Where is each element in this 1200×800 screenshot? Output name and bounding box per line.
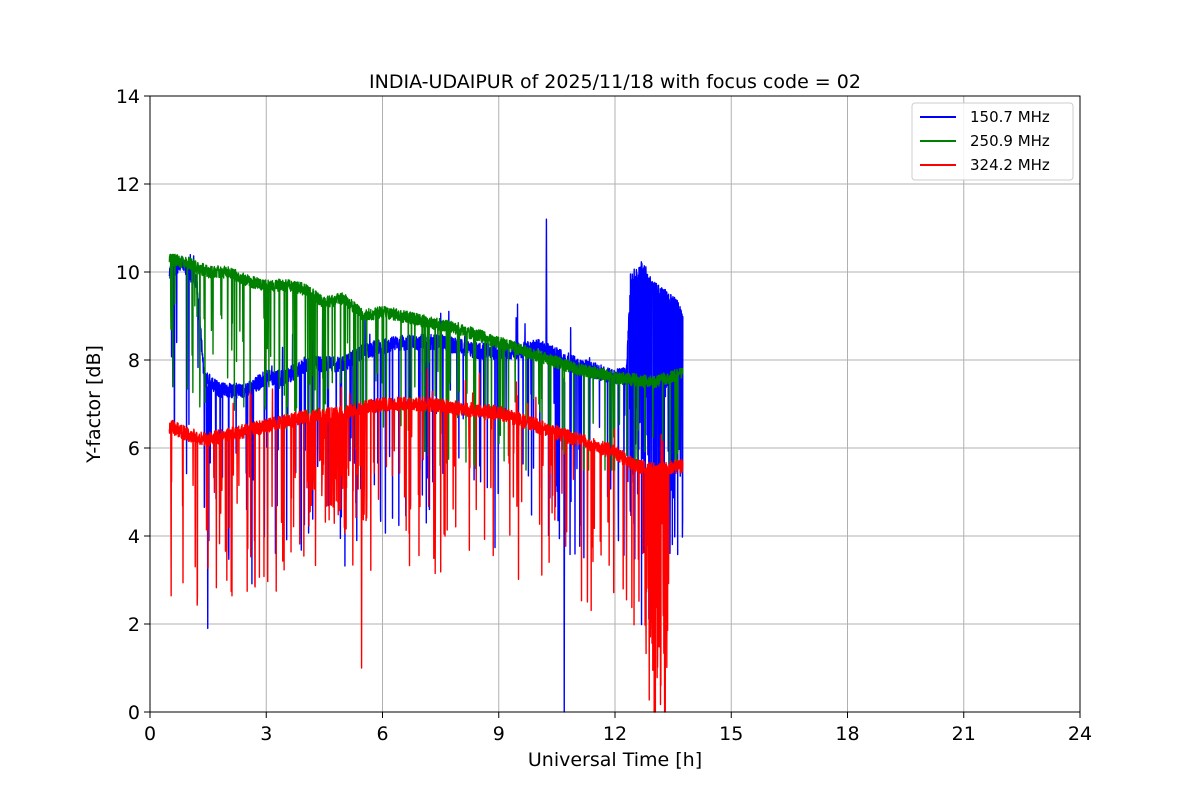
x-tick-label-5: 15 xyxy=(719,723,743,745)
legend: 150.7 MHz 250.9 MHz 324.2 MHz xyxy=(911,102,1074,181)
x-tick-label-2: 6 xyxy=(376,723,388,745)
y-tick-label-1: 2 xyxy=(128,614,140,636)
legend-label-0: 150.7 MHz xyxy=(970,108,1050,126)
chart-title: INDIA-UDAIPUR of 2025/11/18 with focus c… xyxy=(369,71,861,93)
x-tick-label-1: 3 xyxy=(260,723,272,745)
legend-box xyxy=(911,102,1074,181)
y-tick-label-6: 12 xyxy=(116,174,140,196)
series-line-1 xyxy=(168,253,684,471)
x-tick-label-8: 24 xyxy=(1068,723,1092,745)
y-tick-label-7: 14 xyxy=(116,86,140,108)
y-tick-label-0: 0 xyxy=(128,702,140,724)
y-tick-label-4: 8 xyxy=(128,350,140,372)
x-tick-label-4: 12 xyxy=(603,723,627,745)
series-layer xyxy=(168,218,684,713)
x-tick-label-6: 18 xyxy=(835,723,859,745)
legend-label-2: 324.2 MHz xyxy=(970,156,1050,174)
y-axis-label: Y-factor [dB] xyxy=(83,345,105,464)
x-tick-label-7: 21 xyxy=(952,723,976,745)
x-tick-label-3: 9 xyxy=(493,723,505,745)
y-tick-label-2: 4 xyxy=(128,526,140,548)
y-tick-label-3: 6 xyxy=(128,438,140,460)
legend-label-1: 250.9 MHz xyxy=(970,132,1050,150)
x-axis-label: Universal Time [h] xyxy=(528,749,702,771)
x-tick-label-0: 0 xyxy=(144,723,156,745)
y-tick-label-5: 10 xyxy=(116,262,140,284)
series-line-0 xyxy=(168,218,684,713)
